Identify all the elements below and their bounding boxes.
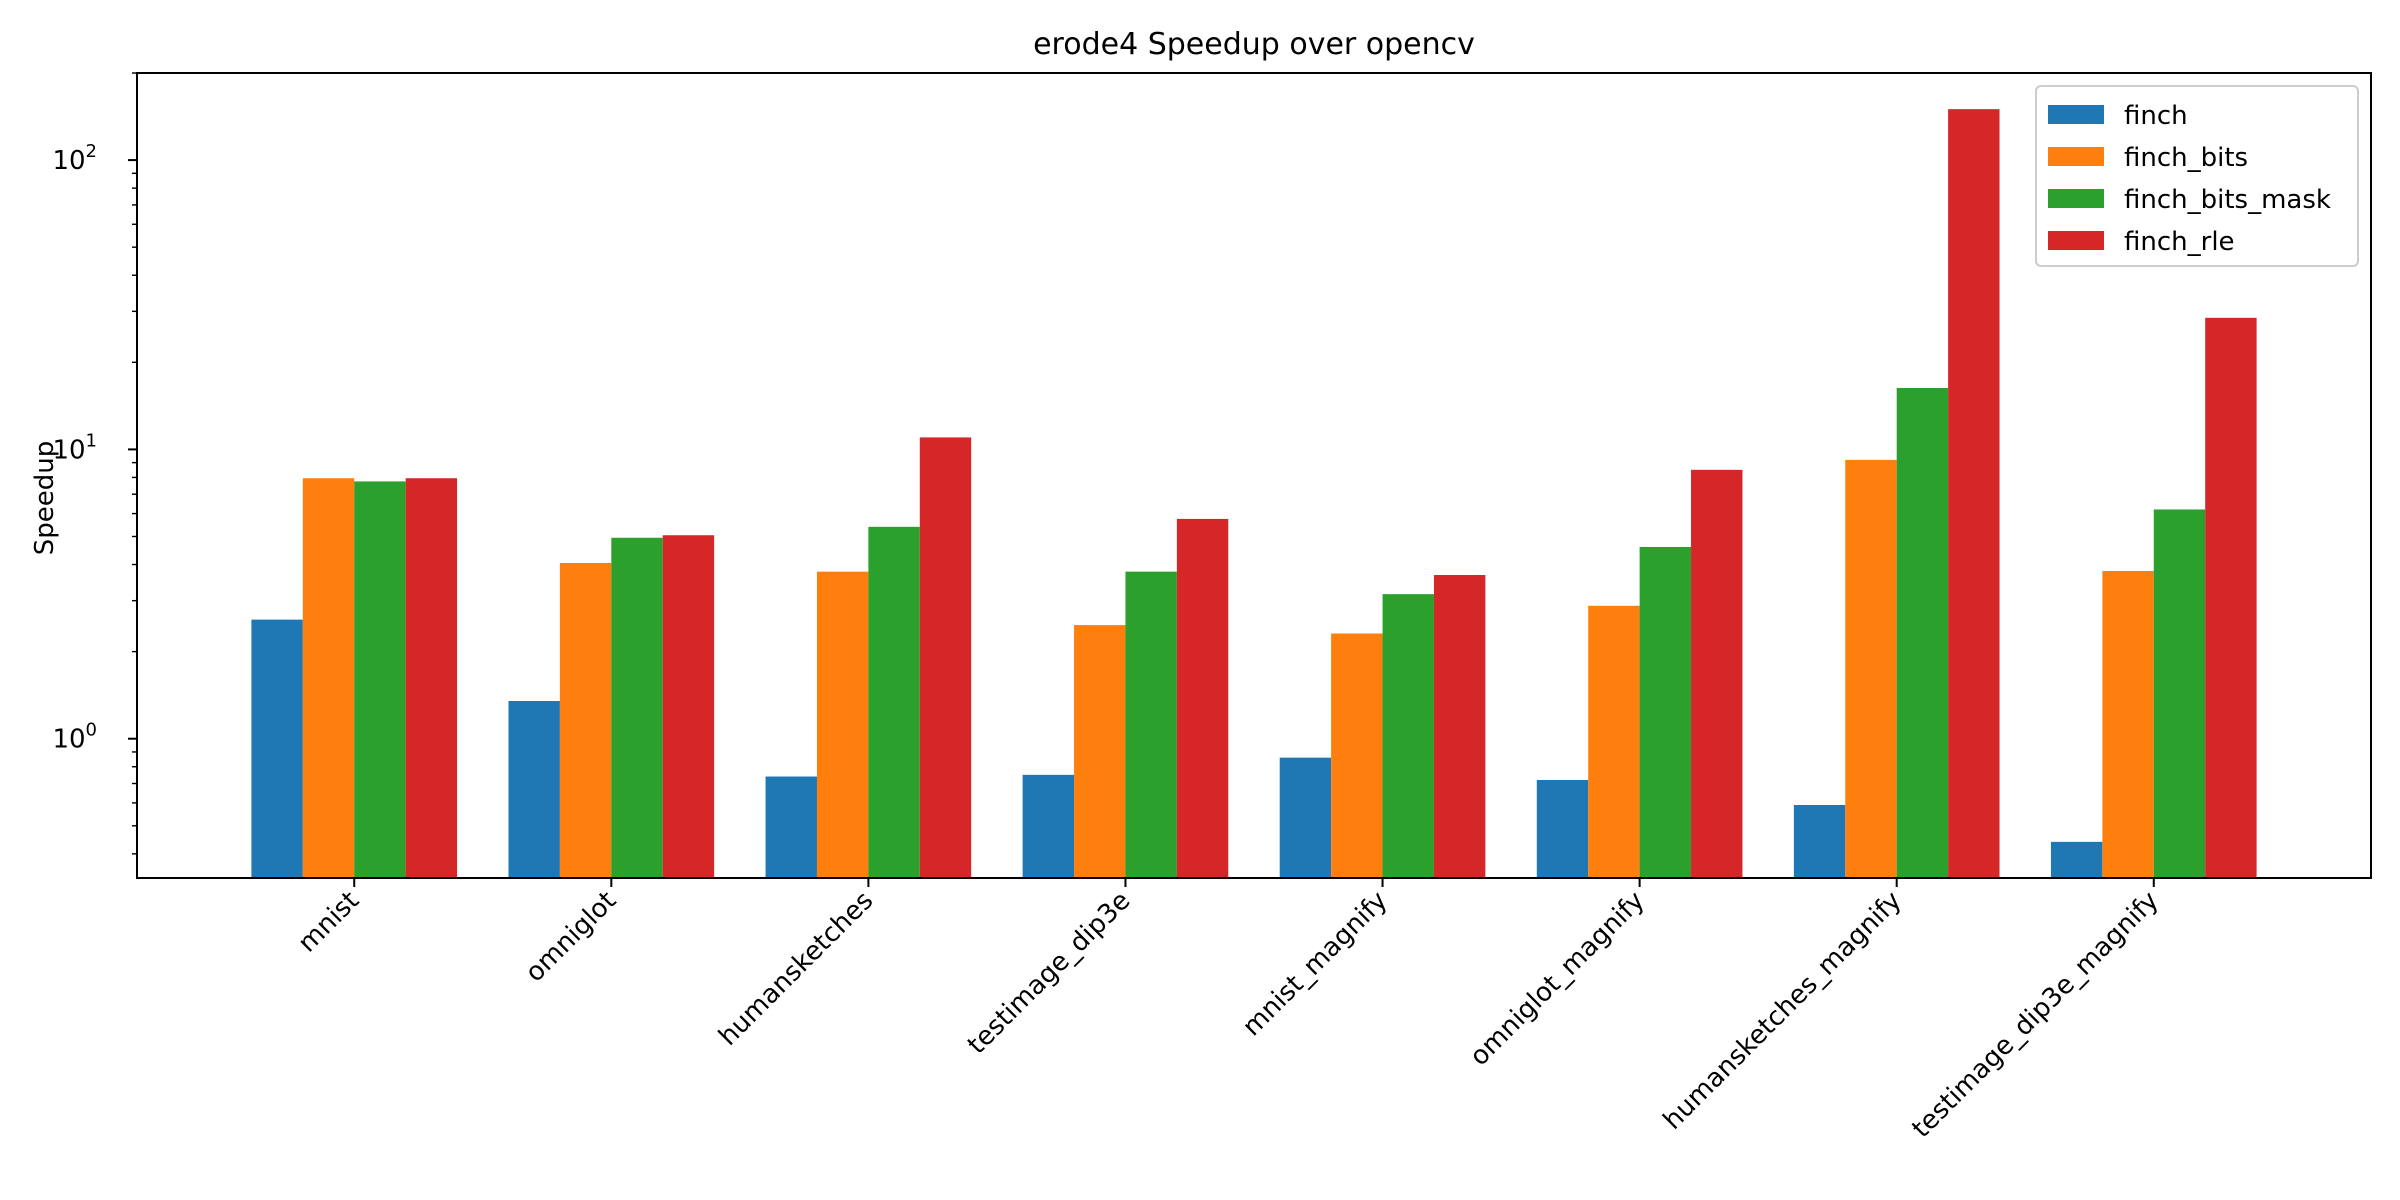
bar-finch-bits-mask-omniglot	[611, 537, 663, 878]
bar-finch-bits-mask-humansketches-magnify	[1896, 388, 1949, 878]
bar-finch-omniglot	[508, 700, 560, 878]
bar-finch-bits-humansketches-magnify	[1845, 459, 1897, 878]
bar-finch-bits-mnist-magnify	[1331, 633, 1383, 878]
bar-finch-testimage-dip3e-magnify	[2050, 841, 2103, 878]
bar-finch-omniglot-magnify	[1536, 779, 1589, 878]
bar-finch-rle-humansketches-magnify	[1948, 109, 2000, 879]
bar-finch-bits-testimage-dip3e-magnify	[2102, 570, 2154, 878]
bar-finch-rle-mnist	[405, 478, 458, 878]
bars-layer	[251, 109, 2257, 879]
legend-box	[2035, 85, 2359, 267]
legend-swatch-finch-bits-mask	[2048, 189, 2104, 208]
bar-finch-mnist-magnify	[1279, 757, 1332, 878]
bar-finch-mnist	[251, 619, 303, 878]
bar-finch-rle-omniglot-magnify	[1691, 469, 1743, 878]
bar-finch-rle-omniglot	[662, 535, 715, 878]
bar-finch-bits-testimage-dip3e	[1074, 625, 1126, 878]
bar-finch-bits-mask-mnist	[354, 481, 406, 878]
chart-title: erode4 Speedup over opencv	[1033, 27, 1475, 62]
bar-finch-bits-humansketches	[816, 571, 869, 878]
legend-swatch-finch-rle	[2048, 231, 2104, 250]
legend-label-finch: finch	[2124, 101, 2188, 131]
bar-finch-humansketches	[765, 776, 817, 878]
bar-finch-bits-mnist	[302, 478, 355, 878]
bar-finch-bits-mask-omniglot-magnify	[1639, 546, 1692, 878]
legend-label-finch-bits-mask: finch_bits_mask	[2124, 185, 2331, 215]
bar-finch-bits-mask-testimage-dip3e	[1125, 571, 1177, 878]
bar-finch-bits-mask-testimage-dip3e-magnify	[2153, 509, 2206, 878]
legend: finch finch_bits finch_bits_mask finch_rle	[2035, 85, 2359, 267]
legend-swatch-finch-bits	[2048, 147, 2104, 166]
bar-finch-rle-mnist-magnify	[1433, 574, 1486, 878]
plot-frame	[136, 72, 2372, 879]
bar-finch-testimage-dip3e	[1022, 774, 1075, 878]
bar-finch-rle-testimage-dip3e-magnify	[2205, 317, 2257, 878]
bar-finch-bits-omniglot-magnify	[1588, 605, 1640, 878]
legend-label-finch-rle: finch_rle	[2124, 227, 2235, 257]
bar-finch-rle-humansketches	[919, 437, 972, 878]
y-axis-label: Speedup	[30, 441, 60, 556]
bar-finch-bits-omniglot	[559, 562, 612, 878]
bar-finch-bits-mask-mnist-magnify	[1382, 594, 1434, 878]
bar-finch-humansketches-magnify	[1793, 804, 1846, 878]
bar-finch-rle-testimage-dip3e	[1176, 518, 1229, 878]
legend-swatch-finch	[2048, 105, 2104, 124]
bar-finch-bits-mask-humansketches	[868, 526, 920, 878]
legend-label-finch-bits: finch_bits	[2124, 143, 2248, 173]
